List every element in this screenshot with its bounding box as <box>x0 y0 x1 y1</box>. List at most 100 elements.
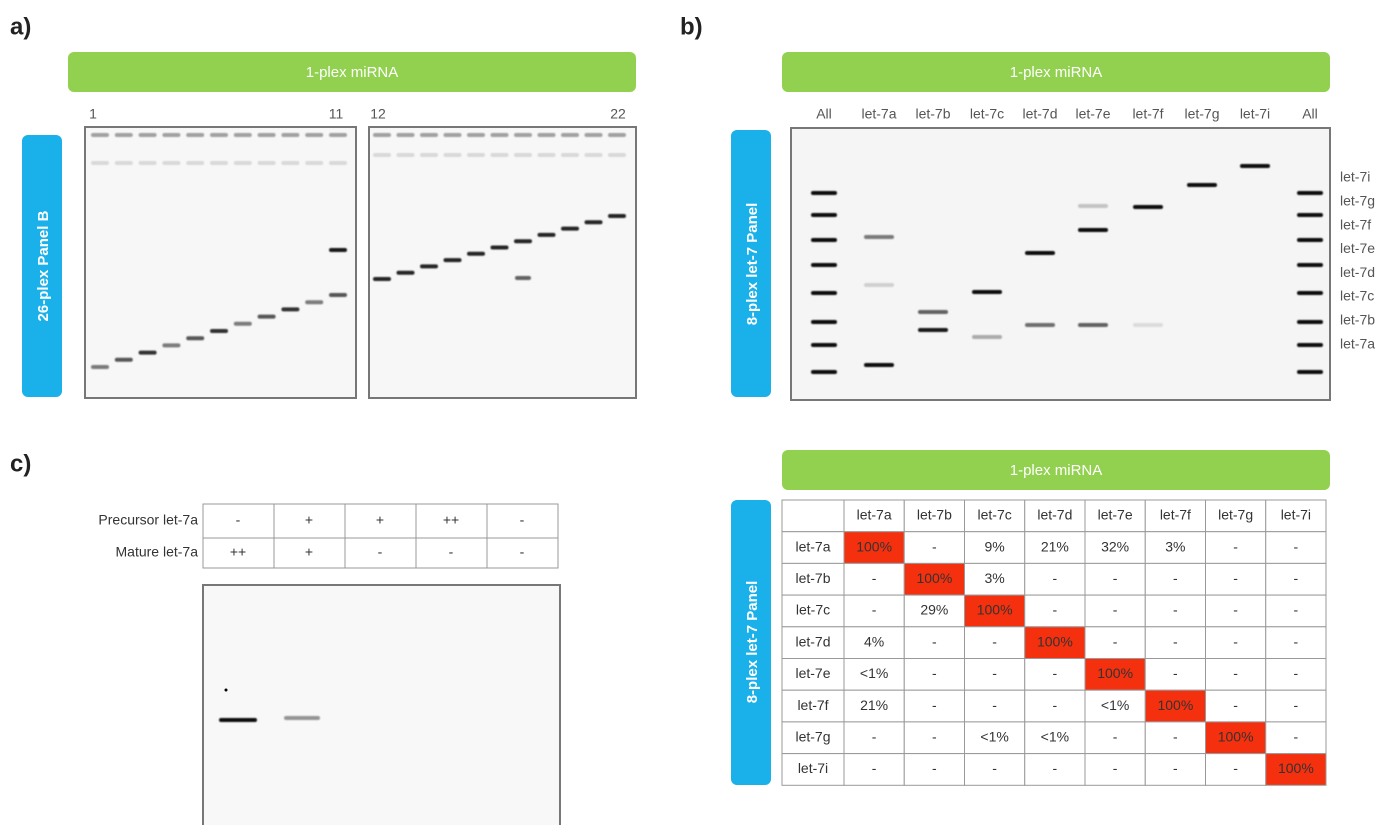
lane-label: let-7e <box>1075 106 1110 122</box>
side-text: 8-plex let-7 Panel <box>744 581 761 704</box>
header-text: 1-plex miRNA <box>306 64 399 81</box>
cell-text: - <box>1053 697 1058 713</box>
row-header: let-7d <box>795 633 830 649</box>
lane-label: let-7i <box>1240 106 1270 122</box>
gel-band <box>811 263 837 267</box>
gel-band <box>373 153 391 157</box>
cell-text: <1% <box>860 665 888 681</box>
lane-label: All <box>1302 106 1318 122</box>
cell-text: - <box>1294 665 1299 681</box>
gel-band <box>811 191 837 195</box>
row-header: let-7e <box>795 665 830 681</box>
gel-band <box>186 161 204 165</box>
gel-band <box>864 235 894 239</box>
gel-band <box>918 328 948 332</box>
cell-text: - <box>932 538 937 554</box>
row-label: Mature let-7a <box>116 544 199 560</box>
gel-band <box>1297 263 1323 267</box>
column-header: let-7d <box>1037 507 1072 523</box>
speck <box>225 689 228 692</box>
cell-text: - <box>1173 602 1178 618</box>
gel-band <box>1297 320 1323 324</box>
gel-band <box>186 133 204 137</box>
gel-band <box>811 370 837 374</box>
gel-band <box>281 307 299 311</box>
cell-text: 100% <box>1157 697 1193 713</box>
cell-text: - <box>872 602 877 618</box>
lane-label: let-7d <box>1022 106 1057 122</box>
column-header: let-7g <box>1218 507 1253 523</box>
gel-band <box>467 252 485 256</box>
cell-text: - <box>520 512 525 528</box>
cell-text: 32% <box>1101 538 1129 554</box>
lane-label: All <box>816 106 832 122</box>
cell-text: - <box>1233 602 1238 618</box>
column-header: let-7e <box>1098 507 1133 523</box>
cell-text: 3% <box>1165 538 1185 554</box>
cell-text: - <box>1173 665 1178 681</box>
cell-text: 100% <box>916 570 952 586</box>
cell-text: <1% <box>1101 697 1129 713</box>
gel-band <box>918 310 948 314</box>
gel-band <box>811 320 837 324</box>
cell-text: - <box>1113 633 1118 649</box>
cell-text: 100% <box>1097 665 1133 681</box>
cell-text: - <box>1173 570 1178 586</box>
header-text: 1-plex miRNA <box>1010 462 1103 479</box>
column-header: let-7i <box>1281 507 1311 523</box>
gel-band <box>585 133 603 137</box>
gel-band <box>811 343 837 347</box>
cell-text: 21% <box>1041 538 1069 554</box>
gel-band <box>420 264 438 268</box>
gel-band <box>139 133 157 137</box>
gel <box>369 127 636 398</box>
lane-number: 22 <box>610 106 626 122</box>
band-label: let-7c <box>1340 288 1374 304</box>
cell-text: - <box>1233 570 1238 586</box>
gel-band <box>219 718 257 722</box>
band-label: let-7i <box>1340 169 1370 185</box>
side-text: 8-plex let-7 Panel <box>744 203 761 326</box>
gel-band <box>561 153 579 157</box>
gel-band <box>585 220 603 224</box>
cell-text: + <box>305 512 313 528</box>
gel-band <box>1297 238 1323 242</box>
gel-band <box>210 133 228 137</box>
gel-band <box>1297 370 1323 374</box>
gel <box>85 127 356 398</box>
band-label: let-7g <box>1340 193 1375 209</box>
gel-band <box>305 300 323 304</box>
gel-band <box>1025 323 1055 327</box>
cell-text: - <box>236 512 241 528</box>
gel-band <box>972 335 1002 339</box>
cell-text: - <box>1294 570 1299 586</box>
band-label: let-7f <box>1340 216 1371 232</box>
gel-band <box>281 161 299 165</box>
band-label: let-7b <box>1340 312 1375 328</box>
row-header: let-7g <box>795 728 830 744</box>
row-header: let-7a <box>795 538 830 554</box>
band-label: let-7d <box>1340 264 1375 280</box>
gel-band <box>162 343 180 347</box>
gel-band <box>397 133 415 137</box>
lane-number: 12 <box>370 106 386 122</box>
cell-text: - <box>1233 538 1238 554</box>
cell-text: ++ <box>230 544 246 560</box>
gel-band <box>608 153 626 157</box>
gel-band <box>864 283 894 287</box>
gel-band <box>258 161 276 165</box>
gel-band <box>514 153 532 157</box>
cell-text: - <box>992 697 997 713</box>
gel-band <box>234 161 252 165</box>
gel-band <box>561 227 579 231</box>
gel-band <box>329 161 347 165</box>
gel-band <box>234 133 252 137</box>
gel-band <box>514 133 532 137</box>
lane-number: 11 <box>329 106 344 122</box>
gel-band <box>139 161 157 165</box>
gel-band <box>258 315 276 319</box>
gel-band <box>91 365 109 369</box>
gel-band <box>329 248 347 252</box>
cell-text: - <box>1173 633 1178 649</box>
cell-text: - <box>872 760 877 776</box>
